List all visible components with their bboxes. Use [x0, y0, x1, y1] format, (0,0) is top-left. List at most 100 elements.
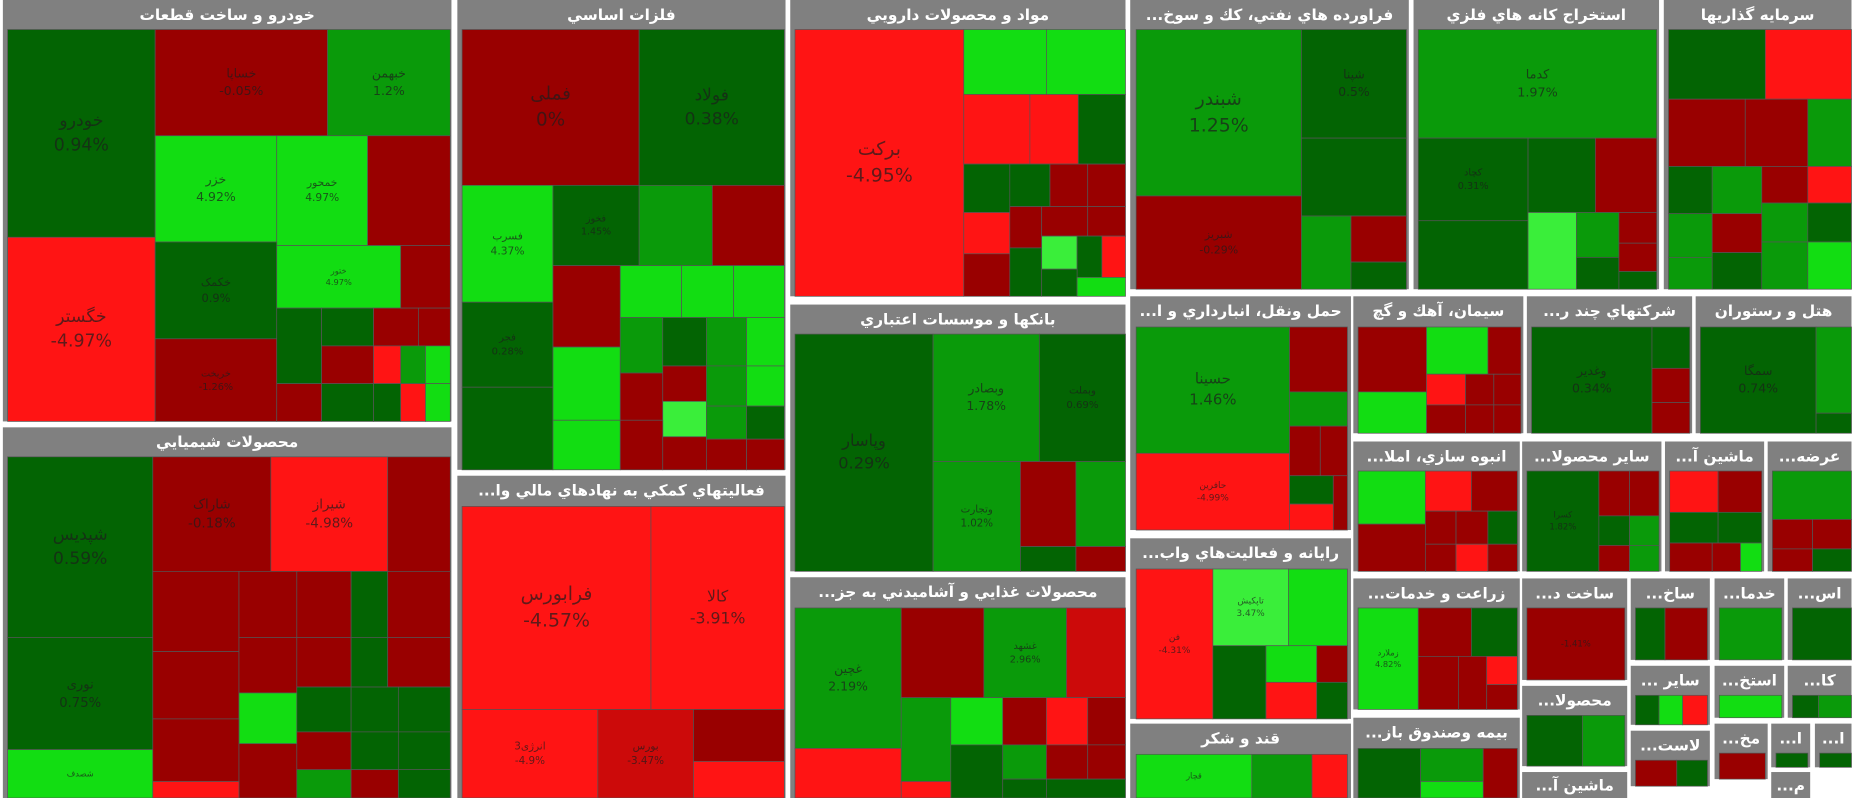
sector-title: استخراج كانه هاي فلزي	[1447, 6, 1627, 25]
tile-symbol: غشهد	[1013, 641, 1036, 652]
tile	[1635, 607, 1666, 661]
tile	[983, 607, 1067, 699]
tile-change: 4.92%	[196, 189, 236, 204]
tile-symbol: شبریز	[1204, 228, 1233, 241]
tile	[1417, 29, 1658, 139]
sector: سيمان، آهك و گچ	[1353, 296, 1524, 434]
tile	[619, 372, 664, 421]
tile	[350, 637, 389, 688]
tile-change: -4.31%	[1159, 646, 1191, 656]
tile	[397, 769, 451, 798]
tile-change: -4.99%	[1197, 493, 1229, 503]
tile-symbol: شاراک	[193, 497, 231, 513]
tile	[1594, 137, 1658, 213]
sector-title: فلزات اساسي	[567, 6, 676, 25]
tile	[662, 317, 707, 367]
tile	[619, 317, 664, 374]
tile-symbol: فخوز	[585, 213, 606, 224]
tile	[1288, 568, 1348, 647]
tile	[1357, 523, 1426, 572]
tile	[1002, 697, 1047, 746]
tile	[1682, 694, 1708, 726]
tile	[1417, 607, 1472, 657]
tile	[321, 345, 374, 385]
tile	[746, 405, 785, 440]
tile	[1087, 163, 1126, 207]
tile	[387, 637, 451, 688]
tile	[276, 135, 368, 246]
tile	[552, 419, 621, 471]
sector-title: اس...	[1798, 584, 1842, 602]
tile	[1075, 546, 1126, 572]
tile	[1487, 543, 1518, 572]
tile	[1455, 510, 1489, 545]
tile	[373, 307, 419, 347]
tile	[1669, 470, 1719, 513]
tile	[662, 436, 707, 471]
tile-change: 4.37%	[491, 244, 525, 257]
sector: استخ...	[1714, 665, 1785, 719]
tile	[1458, 655, 1488, 710]
tile-symbol: انرژی3	[514, 740, 545, 752]
sector: قند و شكر قچار	[1130, 723, 1351, 798]
tile-change: 1.46%	[1189, 391, 1236, 409]
tile	[963, 94, 1031, 165]
tile-symbol: خگستر	[55, 306, 107, 327]
tile	[1002, 778, 1047, 798]
sector-title: خدما...	[1723, 584, 1776, 602]
tile	[1426, 373, 1466, 406]
tile	[932, 333, 1040, 462]
tile	[1087, 744, 1126, 780]
sector: محصولات شيميايي شپدیس 0.59% نوری 0.75% شصدف شا…	[2, 427, 452, 798]
tile	[350, 686, 399, 733]
sector: ماشين آ...	[1522, 772, 1628, 798]
sector-title: سيمان، آهك و گچ	[1372, 301, 1504, 320]
tile	[1668, 166, 1713, 215]
tile	[950, 744, 1004, 798]
sector-title: سرمايه گذاريها	[1701, 6, 1815, 24]
sector-title: ماشين آ...	[1675, 446, 1753, 465]
tile-symbol: شپدیس	[53, 525, 108, 545]
sector-title: استخ...	[1722, 672, 1777, 690]
tile-symbol: خساپا	[226, 65, 256, 80]
sector: ا...	[1814, 723, 1852, 768]
tile	[1301, 215, 1352, 290]
tile	[1598, 545, 1630, 572]
tile-change: -0.05%	[219, 83, 263, 98]
tile	[461, 29, 640, 186]
tile	[1668, 98, 1746, 167]
tile	[1669, 511, 1719, 544]
tile-change: 4.97%	[326, 277, 352, 287]
sector-title: شركتهاي چند ر...	[1543, 302, 1676, 321]
tile	[1651, 367, 1691, 403]
tile	[1718, 752, 1766, 780]
tile	[1046, 697, 1089, 746]
tile	[152, 456, 272, 572]
tile	[1818, 694, 1852, 719]
tile	[1301, 29, 1407, 139]
tile-change: 1.45%	[581, 227, 611, 238]
tile-symbol: حافرین	[1199, 481, 1226, 491]
tile-symbol: خودرو	[58, 111, 103, 131]
sector-title: ساير ...	[1641, 672, 1700, 690]
tile	[1076, 235, 1103, 278]
sector: ا...	[1771, 723, 1811, 768]
tile	[238, 637, 298, 694]
tile	[1212, 568, 1289, 647]
tile	[1676, 759, 1708, 787]
tile	[154, 338, 278, 422]
tile-symbol: شبندر	[1195, 88, 1242, 110]
tile	[1812, 548, 1852, 572]
tile	[1807, 98, 1852, 167]
tile-symbol: خبهمن	[372, 65, 406, 81]
tile	[1041, 235, 1078, 270]
tile	[1471, 607, 1518, 657]
tile	[1717, 511, 1763, 544]
tile	[963, 212, 1011, 255]
tile-change: 0.59%	[53, 549, 107, 569]
tile	[270, 456, 389, 572]
tile	[1629, 545, 1660, 572]
tile-symbol: وبصادر	[967, 381, 1004, 397]
sector: عرضه...	[1767, 441, 1852, 572]
